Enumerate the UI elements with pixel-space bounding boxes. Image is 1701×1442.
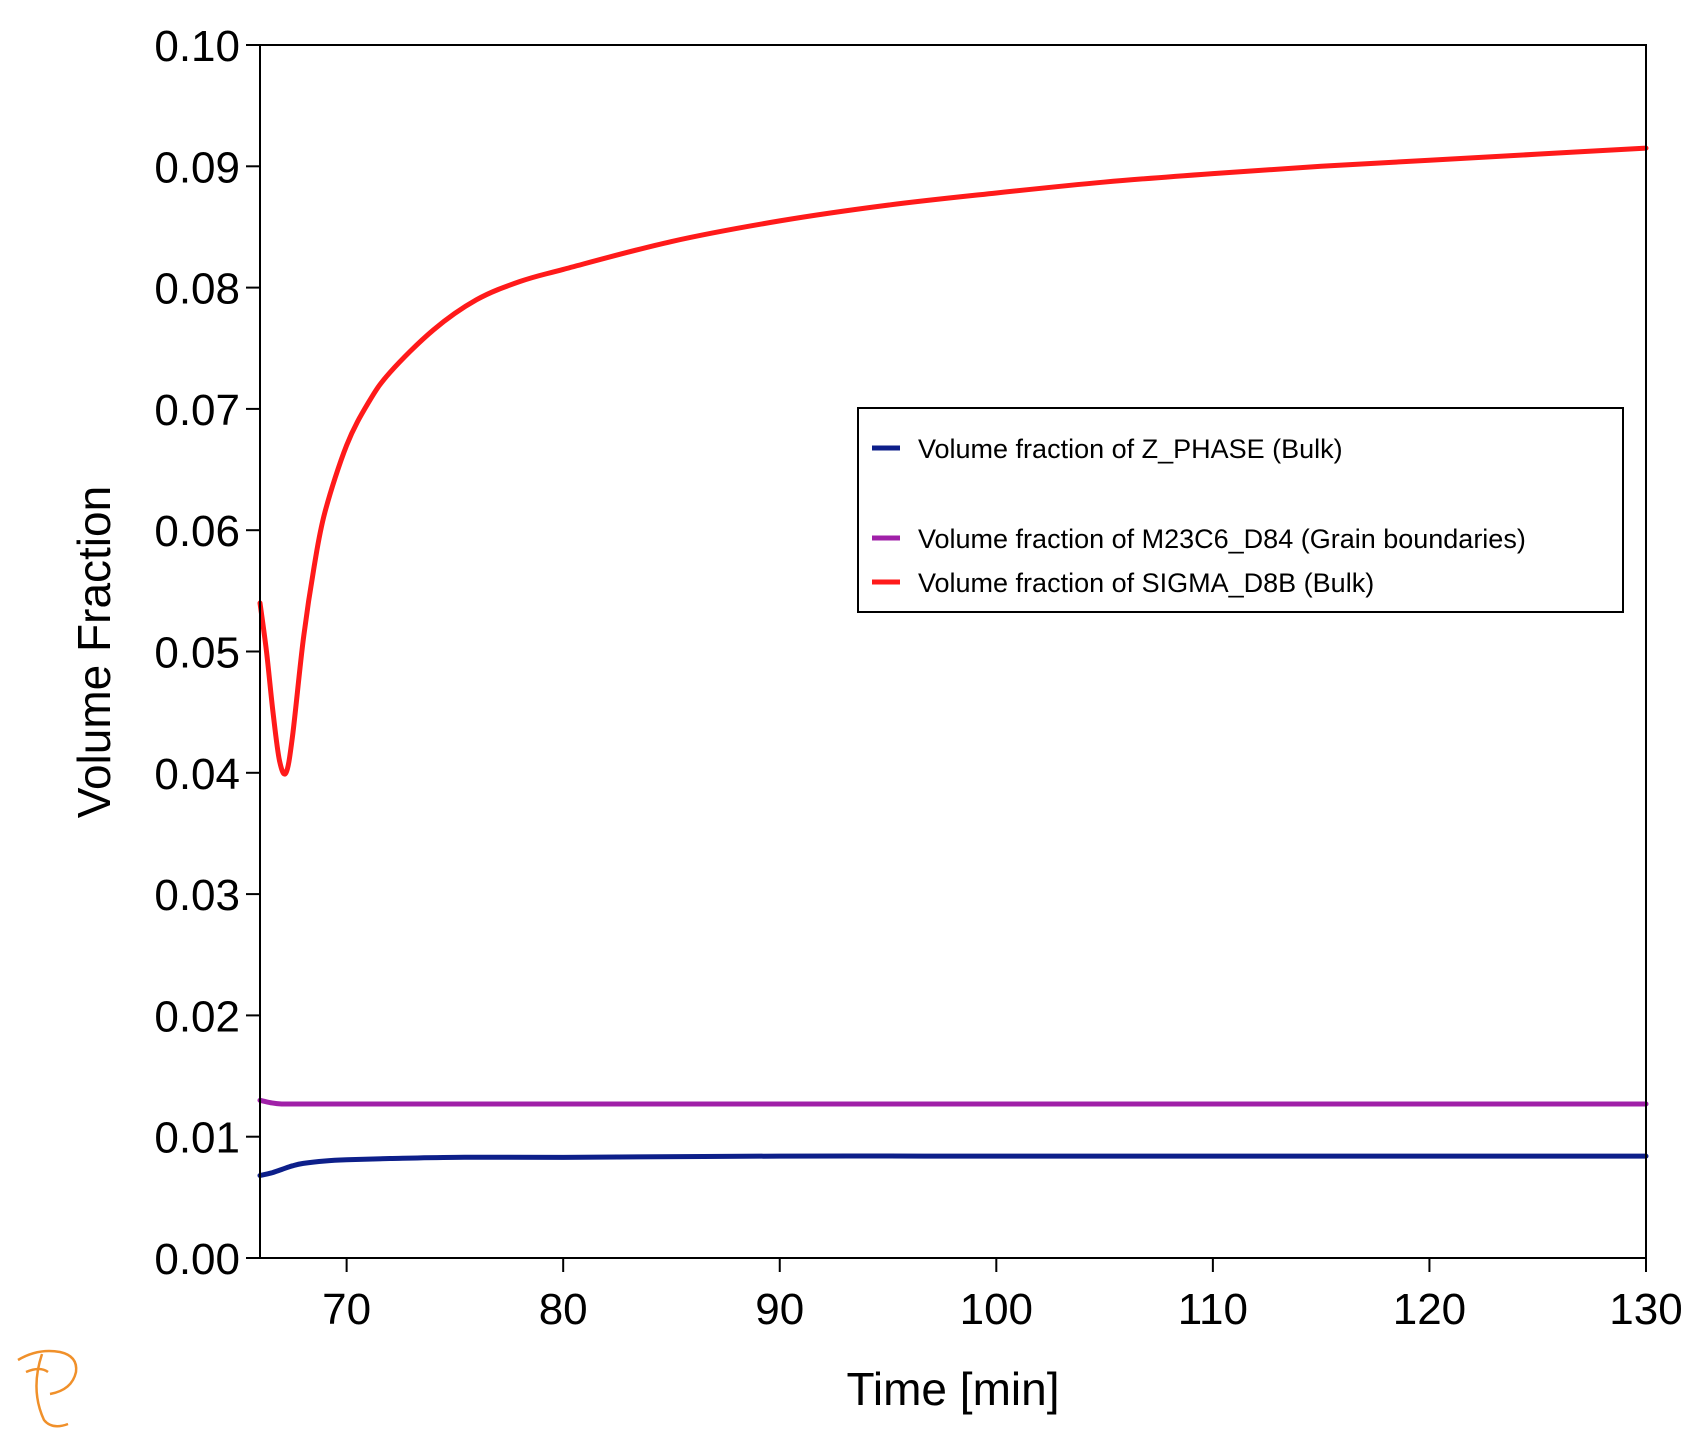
legend-label-3: Volume fraction of SIGMA_D8B (Bulk) — [918, 568, 1374, 598]
series-line-2 — [257, 1097, 1649, 1107]
y-tick-label: 0.05 — [154, 629, 240, 678]
axis-tick-labels: 70 80 90 100 110 120 130 0.00 0.01 0.02 0.03 0.04 0.… — [154, 22, 1682, 1334]
y-tick-label: 0.09 — [154, 143, 240, 192]
x-tick-label: 100 — [960, 1285, 1033, 1334]
x-tick-label: 70 — [322, 1285, 371, 1334]
series-line-3 — [257, 145, 1649, 777]
legend: Volume fraction of Z_PHASE (Bulk) Volume … — [857, 407, 1624, 613]
x-axis-title: Time [min] — [847, 1363, 1060, 1415]
legend-label-1: Volume fraction of Z_PHASE (Bulk) — [918, 434, 1343, 464]
plot-area-frame — [259, 44, 1647, 1259]
legend-box — [857, 407, 1624, 613]
y-tick-label: 0.07 — [154, 386, 240, 435]
y-tick-label: 0.02 — [154, 992, 240, 1041]
y-tick-label: 0.04 — [154, 750, 240, 799]
x-tick-label: 110 — [1178, 1285, 1248, 1334]
axis-ticks — [246, 44, 1647, 1272]
thermo-calc-logo — [17, 1349, 78, 1428]
legend-label-2: Volume fraction of M23C6_D84 (Grain boun… — [918, 524, 1526, 554]
y-tick-label: 0.01 — [154, 1114, 240, 1163]
y-tick-label: 0.10 — [154, 22, 240, 71]
y-axis-title: Volume Fraction — [68, 486, 120, 818]
x-tick-label: 90 — [755, 1285, 804, 1334]
x-tick-label: 80 — [539, 1285, 588, 1334]
y-tick-label: 0.00 — [154, 1235, 240, 1284]
series-line-1 — [257, 1153, 1649, 1179]
x-tick-label: 120 — [1393, 1285, 1466, 1334]
x-tick-label: 130 — [1609, 1285, 1682, 1334]
y-tick-label: 0.06 — [154, 507, 240, 556]
series-lines — [257, 145, 1649, 1179]
y-tick-label: 0.03 — [154, 871, 240, 920]
y-tick-label: 0.08 — [154, 265, 240, 314]
